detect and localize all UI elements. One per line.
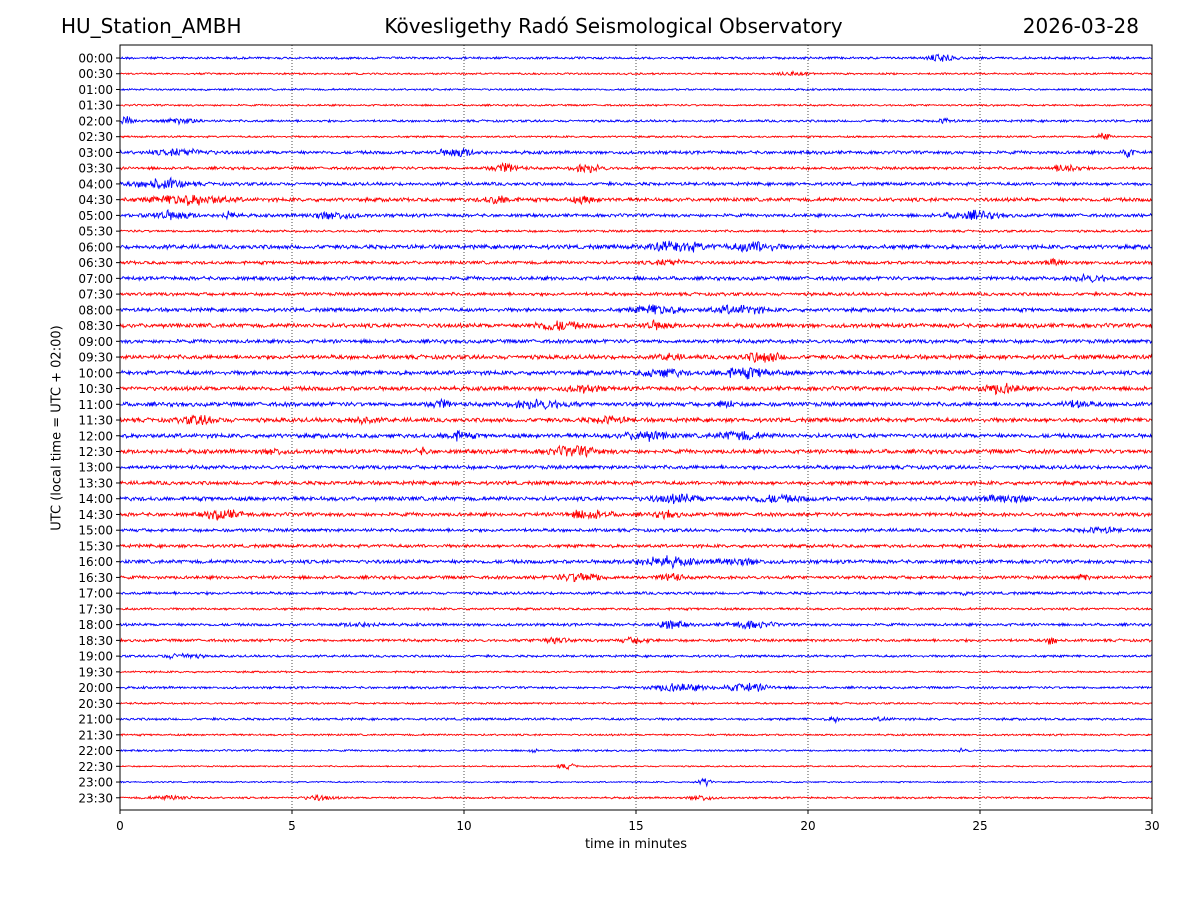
trace-0700 — [119, 272, 1153, 284]
x-axis-label: time in minutes — [584, 837, 688, 852]
trace-1430 — [119, 508, 1153, 521]
trace-0030 — [119, 70, 1153, 77]
trace-1000 — [119, 366, 1153, 380]
trace-2130 — [119, 732, 1153, 737]
y-tick-label: 18:00 — [78, 618, 113, 632]
y-tick-label: 23:00 — [78, 776, 113, 790]
y-tick-label: 00:30 — [78, 67, 113, 81]
y-tick-label: 19:30 — [78, 665, 113, 679]
chart-date: 2026-03-28 — [1022, 14, 1139, 38]
y-tick-label: 10:00 — [78, 366, 113, 380]
trace-0230 — [119, 132, 1153, 140]
y-tick-label: 06:00 — [78, 240, 113, 254]
y-tick-label: 09:30 — [78, 351, 113, 365]
y-axis-label: UTC (local time = UTC + 02:00) — [49, 325, 65, 531]
trace-1500 — [119, 525, 1153, 535]
trace-1300 — [119, 463, 1153, 471]
y-tick-label: 05:30 — [78, 225, 113, 239]
y-tick-label: 18:30 — [78, 634, 113, 648]
trace-2100 — [119, 715, 1153, 725]
trace-0600 — [119, 240, 1153, 253]
y-tick-label: 14:00 — [78, 492, 113, 506]
trace-0300 — [119, 147, 1153, 159]
y-tick-label: 00:00 — [78, 52, 113, 66]
y-tick-label: 21:00 — [78, 713, 113, 727]
y-tick-label: 16:30 — [78, 571, 113, 585]
y-tick-label: 04:00 — [78, 177, 113, 191]
traces-layer — [119, 53, 1153, 802]
y-tick-label: 02:00 — [78, 114, 113, 128]
y-tick-label: 11:00 — [78, 398, 113, 412]
y-tick-label: 17:30 — [78, 602, 113, 616]
y-tick-label: 22:00 — [78, 744, 113, 758]
y-tick-label: 08:30 — [78, 319, 113, 333]
y-tick-label: 16:00 — [78, 555, 113, 569]
x-tick-label: 30 — [1144, 819, 1159, 833]
y-tick-label: 13:30 — [78, 476, 113, 490]
trace-0430 — [119, 194, 1153, 206]
trace-0930 — [119, 351, 1153, 364]
y-tick-label: 21:30 — [78, 728, 113, 742]
y-tick-label: 07:00 — [78, 272, 113, 286]
y-tick-label: 04:30 — [78, 193, 113, 207]
grid-layer — [291, 45, 981, 810]
y-tick-label: 22:30 — [78, 760, 113, 774]
y-tick-label: 05:00 — [78, 209, 113, 223]
y-tick-label: 15:00 — [78, 524, 113, 538]
x-tick-label: 15 — [628, 819, 643, 833]
x-tick-label: 5 — [288, 819, 296, 833]
y-tick-label: 20:30 — [78, 697, 113, 711]
y-tick-label: 07:30 — [78, 288, 113, 302]
y-tick-label: 08:00 — [78, 303, 113, 317]
trace-1900 — [119, 652, 1153, 661]
y-tick-label: 03:00 — [78, 146, 113, 160]
y-tick-label: 14:30 — [78, 508, 113, 522]
trace-0630 — [119, 257, 1153, 267]
y-tick-label: 13:00 — [78, 461, 113, 475]
y-tick-label: 11:30 — [78, 414, 113, 428]
y-tick-label: 12:00 — [78, 429, 113, 443]
x-tick-label: 25 — [972, 819, 987, 833]
y-tick-label: 01:30 — [78, 99, 113, 113]
trace-1530 — [119, 542, 1153, 550]
trace-0100 — [119, 87, 1153, 92]
trace-1230 — [119, 444, 1153, 459]
y-tick-label: 06:30 — [78, 256, 113, 270]
x-tick-label: 10 — [456, 819, 471, 833]
x-tick-label: 0 — [116, 819, 124, 833]
y-tick-label: 12:30 — [78, 445, 113, 459]
trace-1630 — [119, 572, 1153, 583]
x-ticks: 0 5 10 15 20 25 30 — [116, 810, 1160, 833]
y-tick-label: 17:00 — [78, 587, 113, 601]
x-tick-label: 20 — [800, 819, 815, 833]
y-tick-label: 03:30 — [78, 162, 113, 176]
trace-1100 — [119, 397, 1153, 411]
chart-title: Kövesligethy Radó Seismological Observat… — [384, 14, 843, 38]
y-tick-label: 23:30 — [78, 791, 113, 805]
y-tick-label: 02:30 — [78, 130, 113, 144]
trace-0400 — [119, 176, 1153, 190]
y-tick-label: 09:00 — [78, 335, 113, 349]
station-name: HU_Station_AMBH — [61, 14, 242, 38]
trace-0800 — [119, 304, 1153, 315]
trace-2300 — [119, 777, 1153, 788]
y-tick-label: 10:30 — [78, 382, 113, 396]
trace-0500 — [119, 208, 1153, 221]
y-tick-label: 19:00 — [78, 650, 113, 664]
trace-1830 — [119, 636, 1153, 645]
y-tick-label: 20:00 — [78, 681, 113, 695]
y-tick-label: 15:30 — [78, 539, 113, 553]
y-tick-label: 01:00 — [78, 83, 113, 97]
